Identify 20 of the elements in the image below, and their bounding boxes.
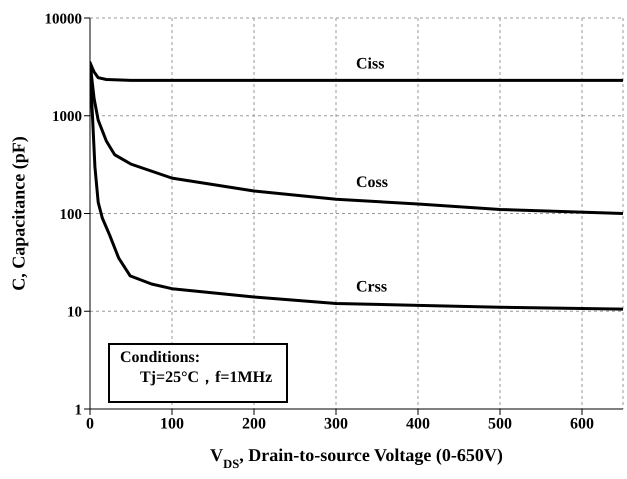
- x-tick-label: 300: [324, 415, 348, 432]
- series-label: Ciss: [356, 55, 384, 72]
- y-tick-label: 10000: [44, 11, 82, 28]
- y-tick-label: 10: [67, 304, 82, 321]
- x-axis-title: V$_{DS}$, Drain-to-source Voltage (0-650V): [210, 445, 503, 471]
- x-tick-label: 400: [406, 415, 430, 432]
- y-tick-label: 1: [74, 402, 82, 418]
- x-tick-label: 100: [160, 415, 184, 432]
- note-box: Conditions: Tj=25°C，f=1MHz: [108, 343, 288, 403]
- x-tick-label: 200: [242, 415, 266, 432]
- x-tick-label: 500: [488, 415, 512, 432]
- annotation: Conditions:: [120, 349, 202, 367]
- y-axis-title: C, Capacitance (pF): [8, 136, 28, 291]
- series-label: Crss: [356, 278, 388, 296]
- y-tick-label: 100: [60, 206, 82, 223]
- x-tick-label: 600: [570, 415, 594, 432]
- y-tick-label: 1000: [52, 109, 82, 126]
- x-tick-label: 0: [86, 415, 94, 432]
- series-label: Coss: [356, 174, 388, 192]
- annotation: Tj=25°C，f=1MHz: [140, 368, 274, 388]
